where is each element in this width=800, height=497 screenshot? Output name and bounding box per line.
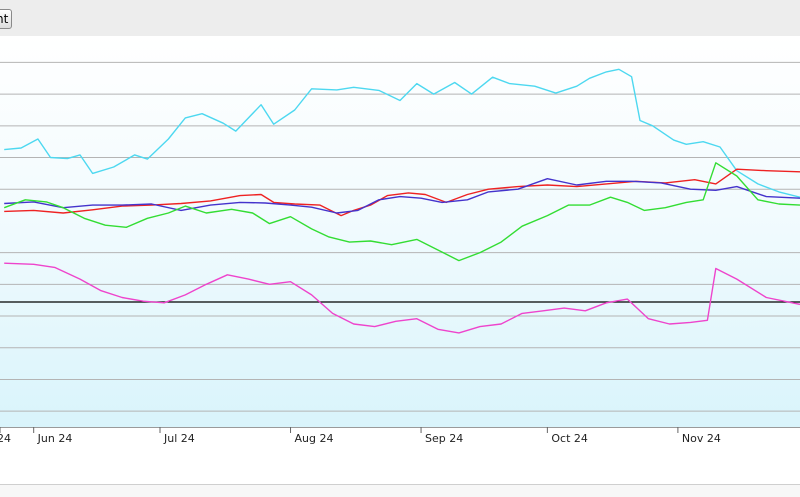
x-tick-label: Jun 24 bbox=[37, 432, 73, 445]
x-tick-label: Nov 24 bbox=[682, 432, 721, 445]
grid bbox=[0, 61, 800, 412]
x-tick-label: Oct 24 bbox=[551, 432, 588, 445]
series-line-1 bbox=[4, 68, 800, 198]
toolbar-button[interactable]: nt bbox=[0, 9, 12, 29]
plot-area bbox=[0, 36, 800, 427]
x-tick-label: Jul 24 bbox=[163, 432, 195, 445]
series-group bbox=[3, 68, 800, 334]
series-line-3 bbox=[4, 177, 800, 214]
x-tick-label: Aug 24 bbox=[295, 432, 334, 445]
chart-frame: 24 Jun 24 Jul 24 Aug 24 Sep 24 Oct 24 Nov 24 bbox=[0, 36, 800, 485]
bottom-strip bbox=[0, 485, 800, 497]
line-chart: 24 Jun 24 Jul 24 Aug 24 Sep 24 Oct 24 Nov 24 bbox=[0, 36, 800, 445]
x-tick-label: 24 bbox=[0, 432, 11, 445]
x-axis-ticks: 24 Jun 24 Jul 24 Aug 24 Sep 24 Oct 24 Nov 24 bbox=[0, 427, 721, 445]
series-line-4 bbox=[3, 162, 800, 262]
top-toolbar: nt bbox=[0, 0, 800, 36]
x-tick-label: Sep 24 bbox=[425, 432, 463, 445]
series-line-5 bbox=[4, 262, 800, 334]
